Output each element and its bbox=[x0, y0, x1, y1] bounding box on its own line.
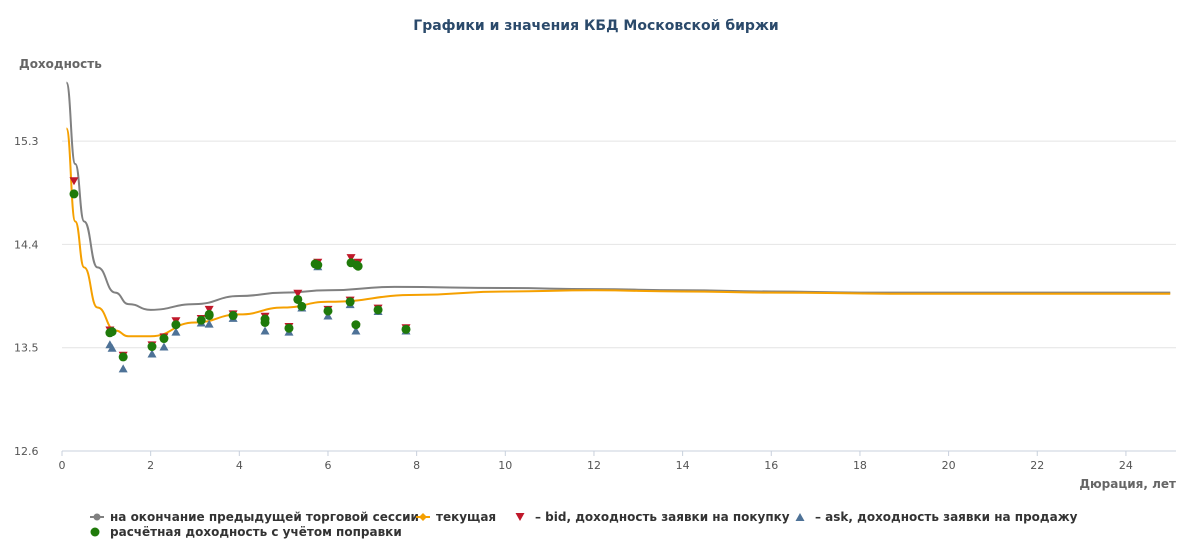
x-tick-label: 0 bbox=[59, 459, 66, 472]
x-tick-label: 20 bbox=[942, 459, 956, 472]
legend-item[interactable]: на окончание предыдущей торговой сессии bbox=[90, 510, 419, 524]
x-tick-label: 18 bbox=[853, 459, 867, 472]
chart-title: Графики и значения КБД Московской биржи bbox=[413, 18, 778, 34]
legend-item[interactable]: – ask, доходность заявки на продажу bbox=[795, 510, 1078, 524]
legend-label: на окончание предыдущей торговой сессии bbox=[110, 510, 419, 524]
data-point-circle bbox=[323, 306, 333, 316]
data-point-triangle-down bbox=[204, 305, 214, 314]
y-tick-label: 13.5 bbox=[14, 342, 39, 355]
data-point-triangle-up bbox=[260, 326, 270, 335]
legend-item[interactable]: расчётная доходность с учётом поправки bbox=[90, 525, 402, 539]
data-point-circle bbox=[159, 334, 169, 344]
legend-circle-icon bbox=[90, 527, 100, 537]
data-point-circle bbox=[345, 297, 355, 307]
data-point-triangle-up bbox=[159, 342, 169, 351]
data-point-circle bbox=[401, 324, 411, 334]
data-point-circle bbox=[297, 301, 307, 311]
x-tick-label: 14 bbox=[676, 459, 690, 472]
x-tick-label: 24 bbox=[1119, 459, 1133, 472]
data-point-triangle-up bbox=[107, 343, 117, 352]
x-tick-label: 22 bbox=[1030, 459, 1044, 472]
x-tick-label: 16 bbox=[764, 459, 778, 472]
series-line-0 bbox=[65, 81, 1171, 311]
data-point-circle bbox=[118, 352, 128, 362]
x-tick-label: 6 bbox=[324, 459, 331, 472]
data-point-circle bbox=[204, 309, 214, 319]
y-tick-label: 14.4 bbox=[14, 238, 39, 251]
x-axis-label: Дюрация, лет bbox=[1079, 477, 1176, 491]
legend-circle-icon bbox=[93, 513, 101, 521]
data-point-circle bbox=[171, 320, 181, 330]
data-point-circle bbox=[293, 294, 303, 304]
legend-diamond-icon bbox=[419, 513, 427, 521]
data-point-circle bbox=[69, 189, 79, 199]
legend-label: – bid, доходность заявки на покупку bbox=[535, 510, 790, 524]
x-tick-label: 4 bbox=[236, 459, 243, 472]
data-point-circle bbox=[228, 311, 238, 321]
data-point-triangle-up bbox=[204, 319, 214, 328]
x-tick-label: 8 bbox=[413, 459, 420, 472]
x-tick-label: 10 bbox=[498, 459, 512, 472]
data-point-triangle-up bbox=[118, 364, 128, 373]
data-point-triangle-down bbox=[69, 177, 79, 186]
legend-item[interactable]: – bid, доходность заявки на покупку bbox=[515, 510, 790, 524]
legend-triangle-up-icon bbox=[795, 513, 805, 521]
legend-label: текущая bbox=[436, 510, 496, 524]
x-tick-label: 12 bbox=[587, 459, 601, 472]
legend-triangle-down-icon bbox=[515, 513, 525, 521]
data-point-triangle-up bbox=[147, 349, 157, 358]
data-point-circle bbox=[107, 327, 117, 337]
series-line-1 bbox=[65, 127, 1171, 338]
data-point-triangle-down bbox=[293, 289, 303, 298]
legend-label: расчётная доходность с учётом поправки bbox=[110, 525, 402, 539]
data-point-circle bbox=[373, 305, 383, 315]
data-point-circle bbox=[147, 342, 157, 352]
data-point-circle bbox=[353, 261, 363, 271]
y-tick-label: 12.6 bbox=[14, 445, 39, 458]
legend-label: – ask, доходность заявки на продажу bbox=[815, 510, 1078, 524]
data-point-triangle-down bbox=[346, 254, 356, 263]
data-point-triangle-up bbox=[351, 326, 361, 335]
y-axis-label: Доходность bbox=[19, 57, 102, 71]
legend-item[interactable]: текущая bbox=[416, 510, 496, 524]
y-tick-label: 15.3 bbox=[14, 135, 39, 148]
data-point-triangle-up bbox=[171, 327, 181, 336]
data-point-circle bbox=[313, 260, 323, 270]
data-point-circle bbox=[260, 314, 270, 324]
data-point-circle bbox=[196, 315, 206, 325]
data-point-circle bbox=[351, 320, 361, 330]
x-tick-label: 2 bbox=[147, 459, 154, 472]
data-point-triangle-up bbox=[323, 311, 333, 320]
data-point-circle bbox=[284, 323, 294, 333]
